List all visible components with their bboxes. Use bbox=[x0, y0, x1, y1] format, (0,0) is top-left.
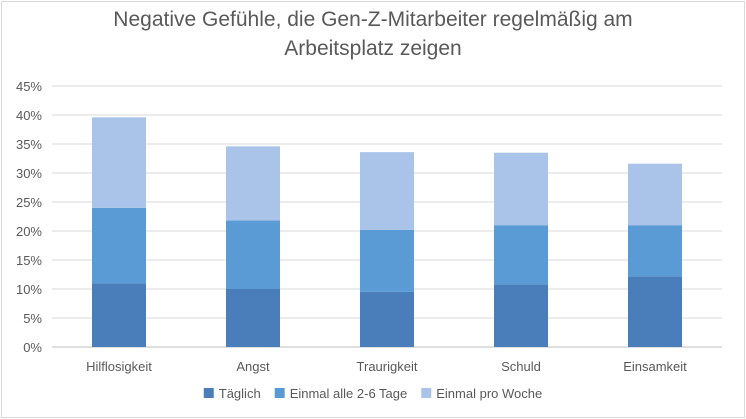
bar-segment bbox=[226, 220, 280, 289]
bar-segment bbox=[226, 289, 280, 347]
legend-label: Einmal pro Woche bbox=[436, 386, 542, 401]
x-tick-label: Einsamkeit bbox=[623, 359, 687, 374]
bar-segment bbox=[360, 291, 414, 347]
y-tick-label: 45% bbox=[16, 79, 42, 94]
bar-segment bbox=[226, 146, 280, 221]
chart-title-line-1: Negative Gefühle, die Gen-Z-Mitarbeiter … bbox=[113, 8, 633, 31]
bar-segment bbox=[360, 229, 414, 292]
y-tick-label: 5% bbox=[23, 311, 42, 326]
x-tick-label: Traurigkeit bbox=[357, 359, 418, 374]
chart-title-line-2: Arbeitsplatz zeigen bbox=[284, 37, 462, 60]
bar-segment bbox=[494, 225, 548, 285]
y-tick-label: 35% bbox=[16, 137, 42, 152]
legend-swatch bbox=[274, 388, 285, 398]
y-tick-label: 0% bbox=[23, 340, 42, 355]
y-tick-label: 30% bbox=[16, 166, 42, 181]
y-tick-label: 25% bbox=[16, 195, 42, 210]
bar-segment bbox=[92, 207, 146, 284]
x-tick-label: Schuld bbox=[501, 359, 541, 374]
y-tick-label: 15% bbox=[16, 253, 42, 268]
bar-segment bbox=[494, 284, 548, 347]
bar-segment bbox=[628, 276, 682, 347]
y-tick-label: 10% bbox=[16, 282, 42, 297]
legend-swatch bbox=[203, 388, 214, 398]
bar-segment bbox=[494, 152, 548, 226]
legend-label: Einmal alle 2-6 Tage bbox=[290, 386, 408, 401]
bar-segment bbox=[92, 117, 146, 208]
bar-segment bbox=[360, 152, 414, 230]
legend-swatch bbox=[421, 388, 432, 398]
bar-segment bbox=[628, 163, 682, 226]
x-tick-label: Hilflosigkeit bbox=[86, 359, 152, 374]
bar-segment bbox=[628, 225, 682, 277]
y-tick-label: 40% bbox=[16, 108, 42, 123]
legend-label: Täglich bbox=[219, 386, 261, 401]
x-tick-label: Angst bbox=[236, 359, 270, 374]
bar-segment bbox=[92, 283, 146, 347]
y-tick-label: 20% bbox=[16, 224, 42, 239]
